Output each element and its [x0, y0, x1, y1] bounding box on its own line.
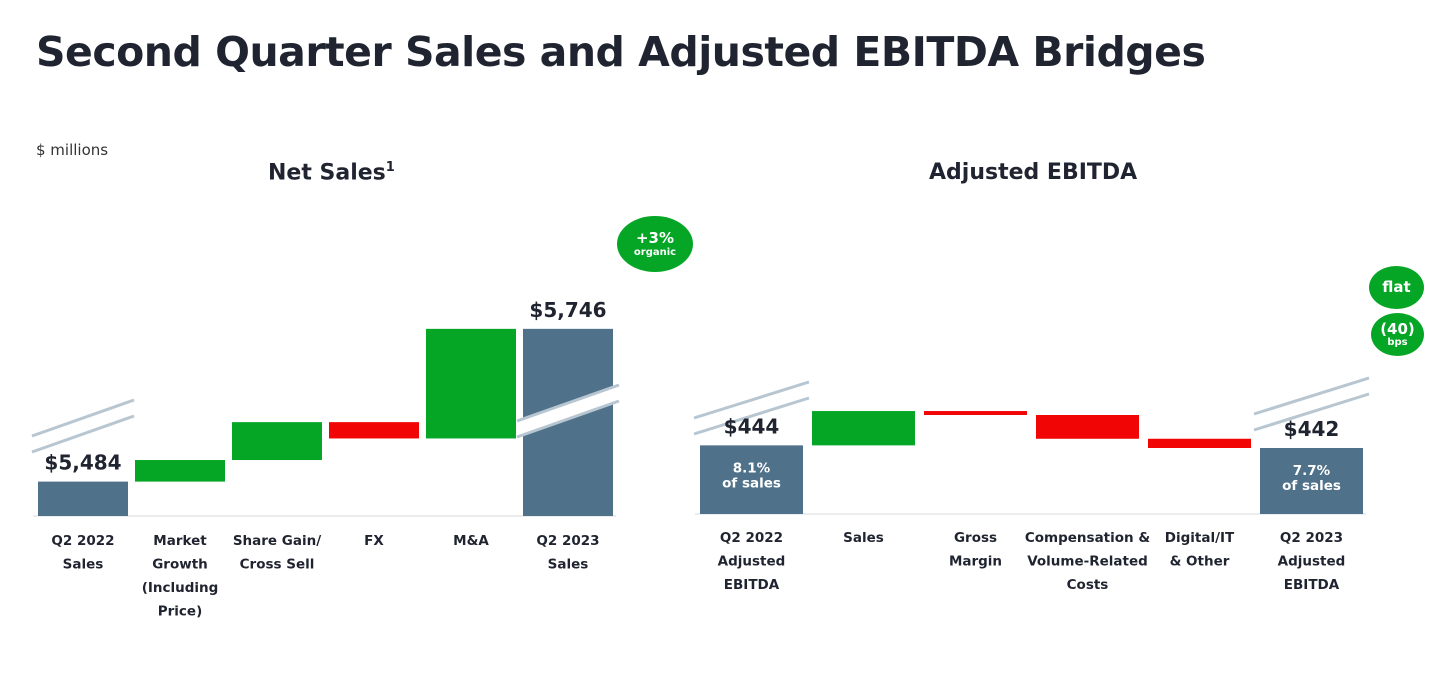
- axis-break-gap: [694, 382, 809, 434]
- organic-growth-callout: +3% organic: [617, 216, 693, 272]
- total-bar: [38, 481, 128, 516]
- axis-break-line: [31, 414, 135, 454]
- total-value-label: $5,746: [529, 298, 606, 322]
- ebitda-flat-value: flat: [1382, 278, 1411, 297]
- margin-change-value: (40): [1380, 319, 1415, 338]
- axis-break-line: [516, 383, 620, 423]
- net-sales-title-text: Net Sales: [268, 160, 386, 186]
- increase-bar: [232, 422, 322, 461]
- margin-label: of sales: [1282, 478, 1341, 494]
- axis-break-gap: [517, 385, 619, 437]
- page-title: Second Quarter Sales and Adjusted EBITDA…: [36, 28, 1206, 76]
- decrease-bar: [1036, 415, 1139, 439]
- net-sales-chart-title: Net Sales1: [268, 160, 395, 185]
- organic-growth-value: +3%: [635, 229, 675, 248]
- total-value-label: $5,484: [44, 451, 121, 475]
- category-label: Sales: [843, 530, 884, 546]
- axis-break-gap: [32, 400, 134, 452]
- margin-change-caption: bps: [1387, 337, 1408, 349]
- axis-break-line: [516, 399, 620, 439]
- total-value-label: $442: [1284, 417, 1340, 441]
- ebitda-flat-callout: flat: [1369, 266, 1424, 309]
- total-value-label: $444: [724, 414, 780, 438]
- category-label: M&A: [453, 533, 489, 549]
- category-label: FX: [364, 533, 384, 549]
- category-label: Share Gain/Cross Sell: [233, 533, 321, 573]
- organic-growth-caption: organic: [633, 246, 677, 258]
- category-label: Digital/IT & Other: [1165, 530, 1235, 570]
- category-label: Gross Margin: [949, 530, 1002, 570]
- category-label: Market Growth (Including Price): [142, 533, 219, 620]
- category-label: Q2 2023 Adjusted EBITDA: [1278, 530, 1346, 593]
- axis-break-gap: [1254, 378, 1369, 430]
- margin-label: 8.1%: [733, 460, 771, 476]
- total-bar: [1260, 448, 1363, 514]
- axis-break-line: [1253, 392, 1370, 432]
- category-label: Q2 2022 Adjusted EBITDA: [718, 530, 786, 593]
- category-label: Compensation & Volume-Related Costs: [1025, 530, 1150, 593]
- axis-break-line: [693, 380, 810, 420]
- units-label: $ millions: [36, 141, 109, 159]
- increase-bar: [426, 328, 516, 439]
- axis-break-line: [1253, 376, 1370, 416]
- decrease-bar: [1148, 438, 1251, 448]
- increase-bar: [135, 460, 225, 482]
- axis-break-line: [31, 398, 135, 438]
- axis-break-line: [693, 396, 810, 436]
- decrease-bar: [924, 411, 1027, 415]
- category-label: Q2 2022 Sales: [51, 533, 114, 573]
- decrease-bar: [329, 422, 419, 439]
- margin-label: 7.7%: [1293, 463, 1331, 479]
- ebitda-chart-title: Adjusted EBITDA: [929, 160, 1138, 185]
- margin-label: of sales: [722, 475, 781, 491]
- increase-bar: [812, 411, 915, 446]
- margin-change-callout: (40) bps: [1371, 313, 1424, 356]
- total-bar: [700, 445, 803, 514]
- footnote-marker: 1: [385, 160, 395, 175]
- category-label: Q2 2023 Sales: [536, 533, 599, 573]
